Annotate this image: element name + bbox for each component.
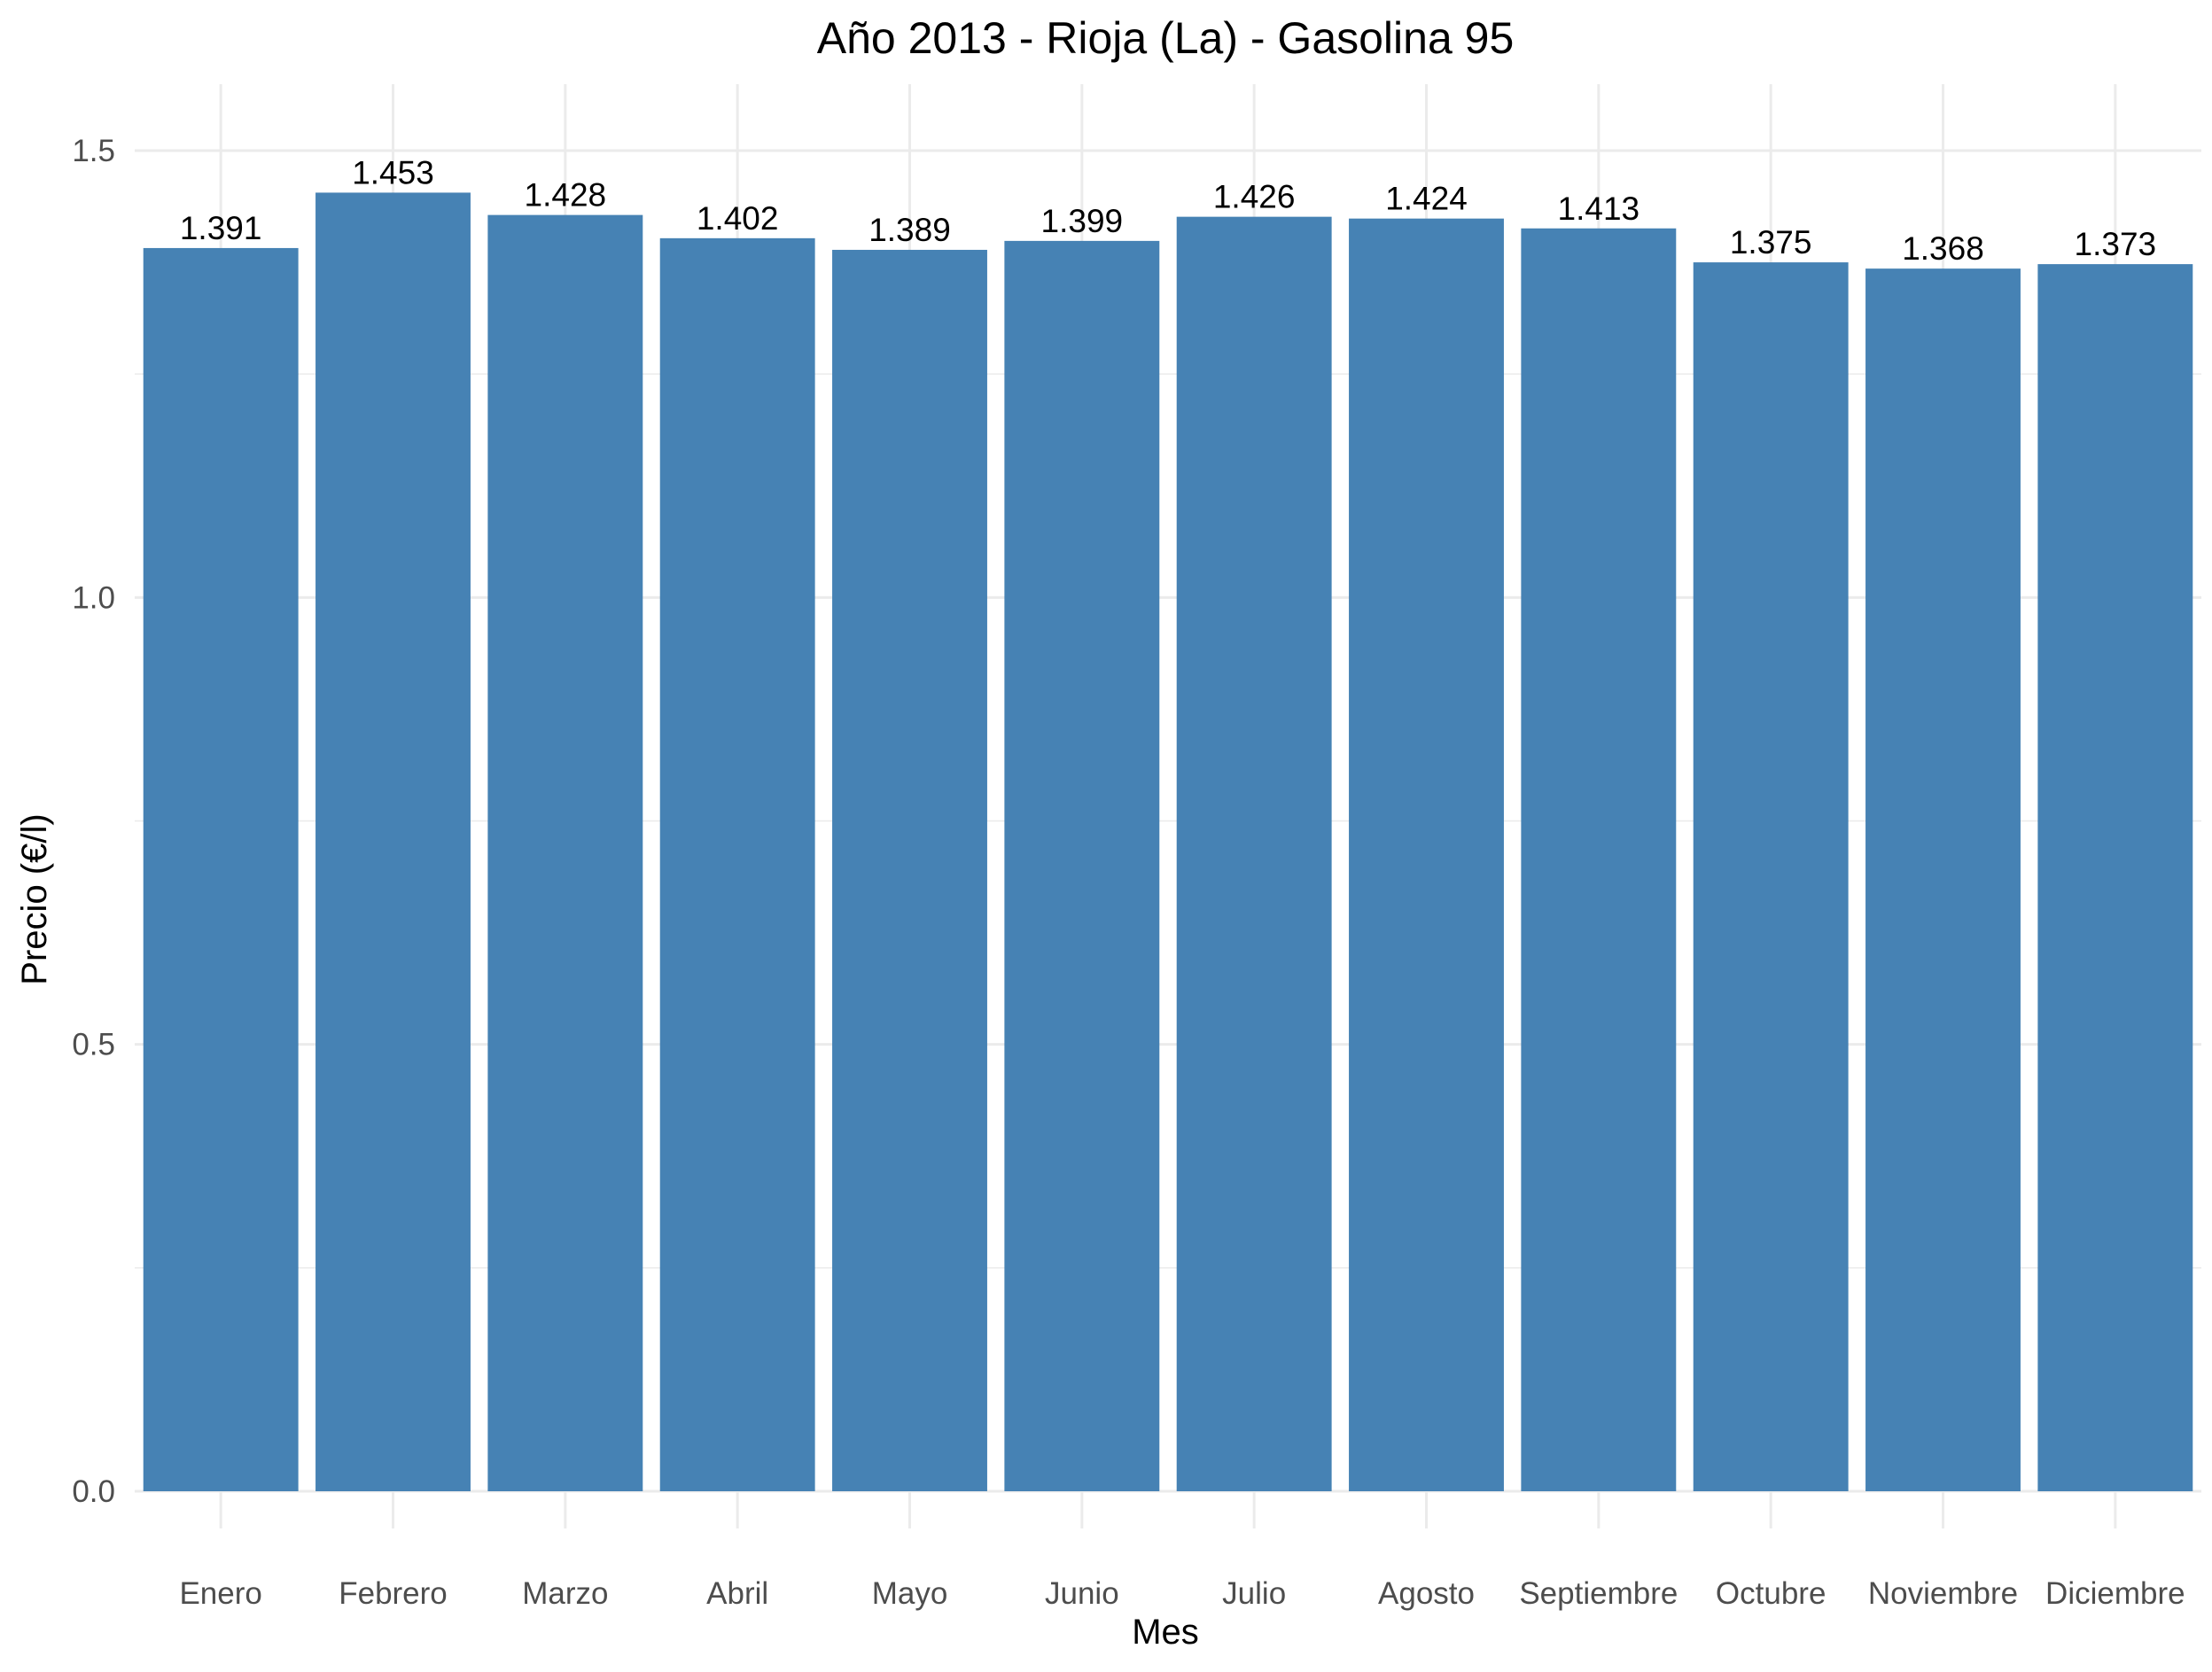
x-tick-label: Agosto [1378, 1576, 1475, 1611]
bar-julio [1176, 216, 1332, 1491]
x-tick-label: Enero [179, 1576, 261, 1611]
bar-febrero [315, 192, 471, 1491]
data-label: 1.402 [697, 200, 779, 237]
bar-diciembre [2037, 264, 2193, 1491]
bar-abril [659, 237, 815, 1491]
data-label: 1.424 [1385, 181, 1468, 217]
bar-septiembre [1521, 228, 1677, 1491]
data-label: 1.389 [868, 212, 951, 248]
data-label: 1.399 [1041, 203, 1124, 239]
bars [143, 192, 2193, 1491]
y-tick-label: 0.5 [72, 1028, 115, 1062]
x-tick-label: Marzo [522, 1576, 608, 1611]
bar-mayo [832, 249, 987, 1491]
data-label: 1.428 [525, 177, 607, 214]
x-tick-label: Septiembre [1519, 1576, 1678, 1611]
chart-title: Año 2013 - Rioja (La) - Gasolina 95 [817, 13, 1515, 63]
x-tick-label: Mayo [872, 1576, 948, 1611]
data-label: 1.375 [1730, 224, 1812, 261]
bar-noviembre [1865, 268, 2021, 1491]
x-tick-label: Abril [706, 1576, 768, 1611]
y-tick-label: 1.0 [72, 580, 115, 615]
data-label: 1.373 [2075, 226, 2157, 262]
x-tick-label: Noviembre [1868, 1576, 2018, 1611]
data-label: 1.413 [1558, 191, 1640, 227]
x-tick-label: Diciembre [2045, 1576, 2185, 1611]
x-tick-label: Julio [1222, 1576, 1286, 1611]
bar-agosto [1349, 218, 1504, 1491]
bar-enero [143, 247, 299, 1491]
data-labels: 1.391 1.453 1.428 1.402 1.389 1.399 1.426 1.424… [180, 154, 2156, 267]
data-label: 1.453 [352, 154, 434, 191]
data-label: 1.391 [180, 210, 262, 246]
x-axis-tick-labels: Enero Febrero Marzo Abril Mayo Junio Julio Agos… [179, 1576, 2185, 1611]
x-axis-title: Mes [1132, 1613, 1199, 1652]
x-tick-label: Octubre [1716, 1576, 1826, 1611]
data-label: 1.426 [1213, 179, 1296, 215]
bar-marzo [487, 214, 643, 1491]
y-axis-tick-labels: 0.0 0.5 1.0 1.5 [72, 134, 115, 1509]
data-label: 1.368 [1902, 230, 1984, 267]
bar-octubre [1693, 262, 1849, 1491]
y-tick-label: 0.0 [72, 1474, 115, 1509]
y-axis-title: Precio (€/l) [15, 813, 54, 984]
bar-junio [1004, 240, 1160, 1491]
x-tick-label: Febrero [339, 1576, 448, 1611]
y-tick-label: 1.5 [72, 134, 115, 168]
x-tick-label: Junio [1045, 1576, 1119, 1611]
